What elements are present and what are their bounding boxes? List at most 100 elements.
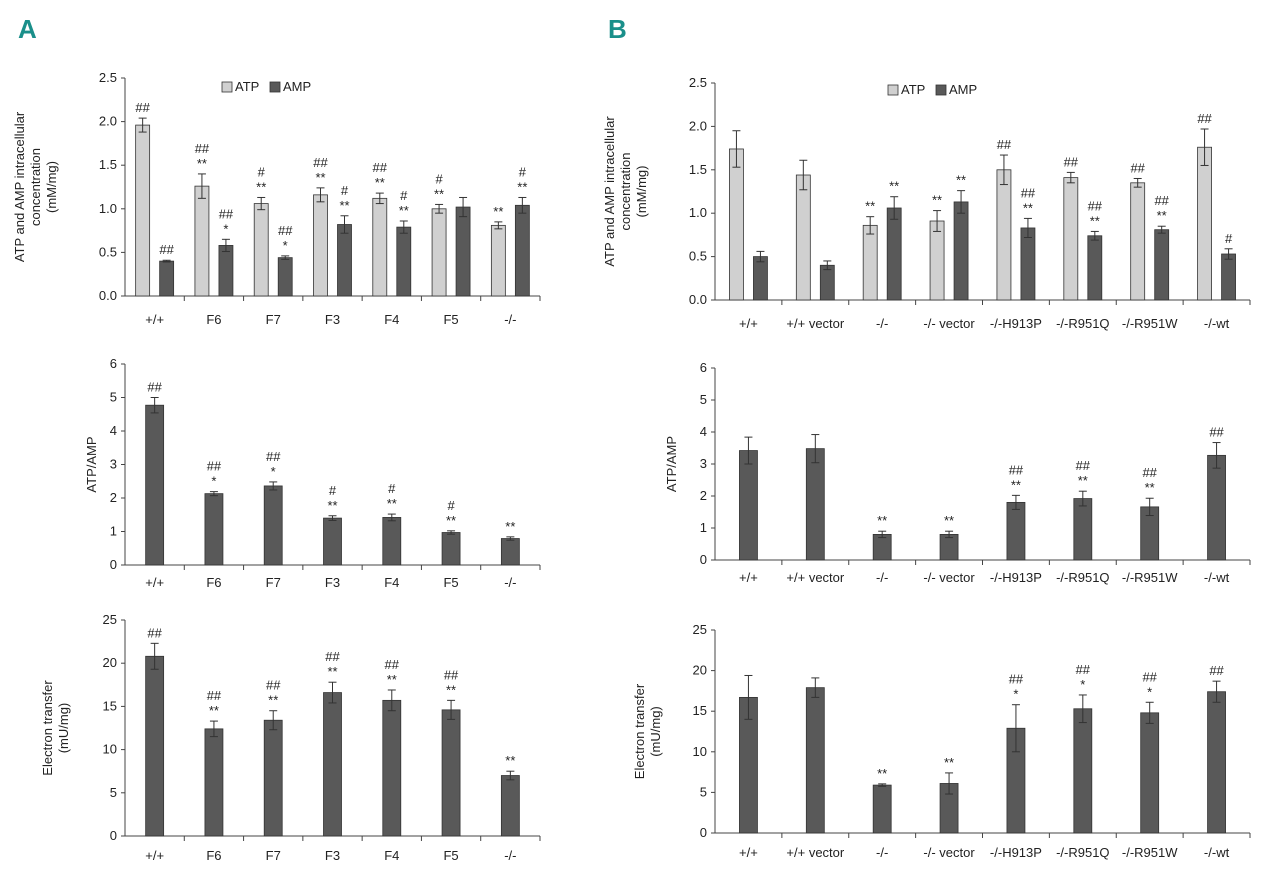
x-tick-label: -/- vector: [923, 570, 975, 585]
significance-label: ##: [135, 100, 150, 115]
bar-atp-5: [1063, 177, 1079, 301]
significance-label: #: [519, 164, 527, 179]
y-axis-label: Electron transfer: [632, 683, 647, 779]
panel-letter-a: A: [18, 14, 37, 44]
significance-label: ##: [444, 667, 459, 682]
legend-swatch-amp: [269, 81, 281, 93]
significance-label: ##: [159, 242, 174, 257]
significance-label: *: [1013, 687, 1018, 702]
significance-label: **: [956, 173, 966, 188]
bar-atp-3: [313, 194, 328, 297]
x-tick-label: -/- vector: [923, 316, 975, 331]
legend-label-amp: AMP: [949, 82, 977, 97]
significance-label: **: [327, 664, 337, 679]
y-tick-label: 5: [700, 392, 707, 407]
significance-label: **: [505, 519, 515, 534]
significance-label: ##: [1076, 662, 1091, 677]
y-axis-label: (mU/mg): [648, 706, 663, 757]
x-tick-label: +/+: [145, 848, 164, 863]
bar-electron-transfer-1: [204, 728, 224, 837]
bar-amp-4: [396, 226, 412, 297]
bar-atp-2: [862, 224, 878, 301]
significance-label: ##: [1076, 458, 1091, 473]
bar-electron-transfer-2: [872, 784, 892, 834]
bar-atp-amp-0: [145, 404, 165, 566]
x-tick-label: -/-: [504, 312, 516, 327]
bar-electron-transfer-0: [145, 655, 165, 837]
x-tick-label: +/+ vector: [786, 570, 844, 585]
significance-label: ##: [385, 657, 400, 672]
bar-atp-4: [996, 169, 1012, 301]
x-tick-label: F6: [206, 312, 221, 327]
bar-electron-transfer-5: [441, 709, 461, 837]
y-tick-label: 1.5: [689, 162, 707, 177]
y-axis-label: concentration: [28, 148, 43, 226]
y-tick-label: 2.5: [689, 75, 707, 90]
bar-electron-transfer-4: [382, 699, 402, 837]
bar-amp-2: [277, 257, 293, 297]
significance-label: ##: [1088, 198, 1103, 213]
panel-letter-b: B: [608, 14, 627, 44]
significance-label: **: [1078, 473, 1088, 488]
y-tick-label: 6: [110, 356, 117, 371]
x-tick-label: -/-wt: [1204, 316, 1230, 331]
significance-label: *: [1147, 684, 1152, 699]
significance-label: #: [329, 483, 337, 498]
y-tick-label: 5: [110, 390, 117, 405]
significance-label: #: [447, 498, 455, 513]
y-tick-label: 3: [700, 456, 707, 471]
y-tick-label: 1.0: [689, 205, 707, 220]
significance-label: **: [1090, 213, 1100, 228]
significance-label: ##: [278, 223, 293, 238]
y-tick-label: 6: [700, 360, 707, 375]
x-tick-label: F7: [266, 848, 281, 863]
significance-label: **: [446, 682, 456, 697]
x-tick-label: F6: [206, 575, 221, 590]
x-tick-label: -/-H913P: [990, 316, 1042, 331]
y-tick-label: 0: [110, 557, 117, 572]
significance-label: ##: [1130, 160, 1145, 175]
bar-amp-0: [753, 256, 768, 301]
y-axis-label: ATP/AMP: [84, 436, 99, 492]
bar-atp-amp-2: [263, 485, 283, 566]
bar-electron-transfer-6: [1140, 712, 1160, 834]
y-tick-label: 15: [693, 703, 707, 718]
bar-atp-amp-0: [739, 450, 758, 561]
x-tick-label: -/-R951W: [1122, 316, 1178, 331]
y-tick-label: 10: [693, 744, 707, 759]
chart-A1: 0.0 0.5 1.0 1.5 2.0 2.5 ATP and AMP intracellu…: [12, 70, 541, 327]
significance-label: **: [339, 198, 349, 213]
y-tick-label: 25: [103, 612, 117, 627]
significance-label: **: [387, 672, 397, 687]
significance-label: #: [400, 188, 408, 203]
y-tick-label: 1: [110, 524, 117, 539]
significance-label: **: [865, 199, 875, 214]
y-axis-label: ATP and AMP intracellular: [602, 116, 617, 267]
x-tick-label: +/+: [145, 312, 164, 327]
bar-atp-amp-1: [204, 493, 224, 566]
significance-label: #: [435, 171, 443, 186]
significance-label: ##: [997, 137, 1012, 152]
bar-amp-4: [1020, 227, 1036, 301]
significance-label: ##: [1142, 465, 1157, 480]
y-axis-label: (mM/mg): [634, 166, 649, 218]
bar-atp-amp-3: [939, 534, 959, 561]
significance-label: ##: [1142, 669, 1157, 684]
significance-label: ##: [1209, 663, 1224, 678]
bar-electron-transfer-6: [500, 775, 520, 837]
bar-atp-0: [729, 148, 744, 301]
x-tick-label: F7: [266, 312, 281, 327]
x-tick-label: +/+: [739, 316, 758, 331]
significance-label: ##: [147, 625, 162, 640]
y-tick-label: 2.0: [689, 118, 707, 133]
significance-label: **: [517, 179, 527, 194]
significance-label: **: [315, 170, 325, 185]
significance-label: *: [223, 221, 228, 236]
x-tick-label: -/-R951Q: [1056, 570, 1109, 585]
significance-label: ##: [1197, 111, 1212, 126]
significance-label: *: [283, 238, 288, 253]
bar-amp-7: [1221, 253, 1236, 301]
x-tick-label: -/-R951W: [1122, 845, 1178, 860]
bar-amp-6: [514, 204, 530, 297]
